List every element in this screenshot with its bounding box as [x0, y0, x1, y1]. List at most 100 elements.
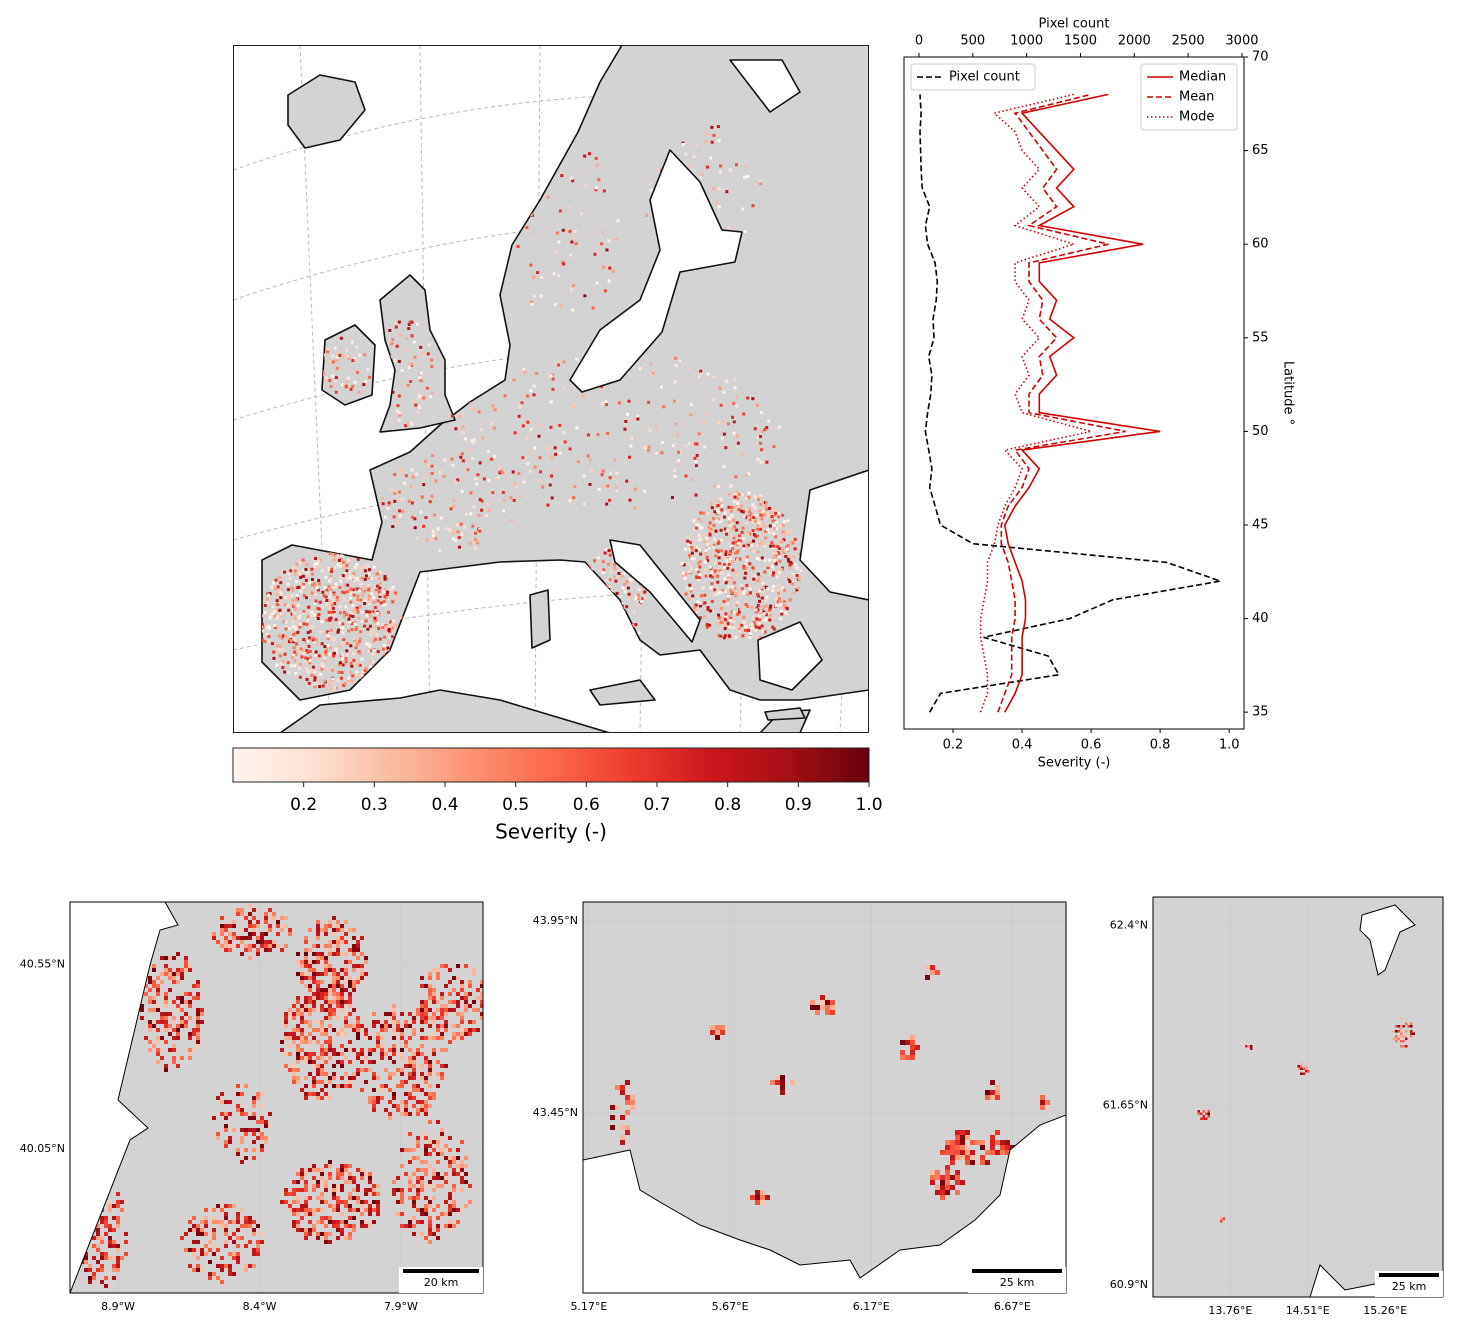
map-pixel [342, 683, 346, 687]
map-pixel [493, 408, 497, 412]
map-pixel [192, 1240, 196, 1244]
map-pixel [196, 1020, 200, 1024]
map-pixel [726, 566, 730, 570]
map-pixel [748, 562, 752, 566]
map-pixel [448, 980, 452, 984]
map-pixel [376, 1032, 380, 1036]
map-pixel [473, 546, 477, 550]
map-pixel [108, 1204, 112, 1208]
map-pixel [180, 1008, 184, 1012]
map-pixel [568, 499, 572, 503]
map-pixel [364, 1200, 368, 1204]
map-pixel [985, 1150, 990, 1155]
map-pixel [990, 1135, 995, 1140]
map-pixel [775, 1075, 780, 1080]
map-pixel [373, 616, 377, 620]
map-pixel [284, 1016, 288, 1020]
map-pixel [1005, 1150, 1010, 1155]
map-pixel [156, 1020, 160, 1024]
map-pixel [392, 1052, 396, 1056]
map-pixel [694, 567, 698, 571]
map-pixel [720, 1025, 725, 1030]
map-pixel [268, 924, 272, 928]
map-pixel [316, 1080, 320, 1084]
map-pixel [324, 1200, 328, 1204]
map-pixel [773, 514, 777, 518]
map-pixel [273, 587, 277, 591]
map-pixel [596, 556, 600, 560]
map-pixel [530, 302, 534, 306]
map-pixel [607, 239, 611, 243]
map-pixel [1000, 1150, 1005, 1155]
map-pixel [608, 498, 612, 502]
map-pixel [331, 677, 335, 681]
map-pixel [630, 1100, 635, 1105]
map-pixel [356, 587, 360, 591]
map-pixel [342, 614, 346, 618]
map-pixel [682, 574, 686, 578]
map-pixel [280, 636, 284, 640]
map-pixel [699, 369, 703, 373]
map-pixel [204, 1224, 208, 1228]
map-pixel [267, 627, 271, 631]
map-pixel [783, 601, 787, 605]
map-pixel [332, 952, 336, 956]
map-pixel [300, 1048, 304, 1052]
map-pixel [762, 610, 766, 614]
map-pixel [236, 1216, 240, 1220]
map-pixel [316, 1072, 320, 1076]
map-pixel [260, 932, 264, 936]
map-pixel [240, 1140, 244, 1144]
map-pixel [1405, 1045, 1408, 1048]
map-pixel [339, 625, 343, 629]
map-pixel [571, 405, 575, 409]
map-pixel [279, 612, 283, 616]
map-pixel [424, 1208, 428, 1212]
map-pixel [728, 578, 732, 582]
map-pixel [212, 1116, 216, 1120]
map-pixel [344, 940, 348, 944]
map-pixel [347, 386, 351, 390]
map-pixel [348, 1024, 352, 1028]
map-pixel [755, 497, 759, 501]
map-pixel [637, 587, 641, 591]
map-pixel [204, 1232, 208, 1236]
map-pixel [312, 1228, 316, 1232]
map-pixel [416, 1188, 420, 1192]
map-pixel [364, 956, 368, 960]
map-pixel [452, 1008, 456, 1012]
map-pixel [324, 376, 328, 380]
map-pixel [376, 1192, 380, 1196]
map-pixel [440, 1176, 444, 1180]
colorbar-label: Severity (-) [495, 820, 607, 844]
map-pixel [352, 658, 356, 662]
map-pixel [328, 1040, 332, 1044]
map-pixel [399, 469, 403, 473]
map-pixel [432, 1092, 436, 1096]
map-pixel [1395, 1025, 1398, 1028]
map-pixel [212, 1232, 216, 1236]
map-pixel [311, 583, 315, 587]
map-pixel [799, 568, 803, 572]
map-pixel [780, 568, 784, 572]
map-pixel [708, 521, 712, 525]
map-pixel [404, 1092, 408, 1096]
map-pixel [795, 573, 799, 577]
map-pixel [771, 519, 775, 523]
map-pixel [428, 1024, 432, 1028]
map-pixel [684, 547, 688, 551]
map-pixel [464, 1180, 468, 1184]
map-pixel [212, 1208, 216, 1212]
map-pixel [262, 638, 265, 642]
map-pixel [452, 1188, 456, 1192]
map-pixel [420, 1012, 424, 1016]
map-pixel [313, 676, 317, 680]
map-pixel [240, 1224, 244, 1228]
map-pixel [965, 1160, 970, 1165]
map-pixel [348, 620, 352, 624]
map-pixel [344, 980, 348, 984]
map-pixel [397, 490, 401, 494]
map-pixel [341, 622, 345, 626]
map-pixel [336, 1084, 340, 1088]
map-pixel [339, 579, 343, 583]
